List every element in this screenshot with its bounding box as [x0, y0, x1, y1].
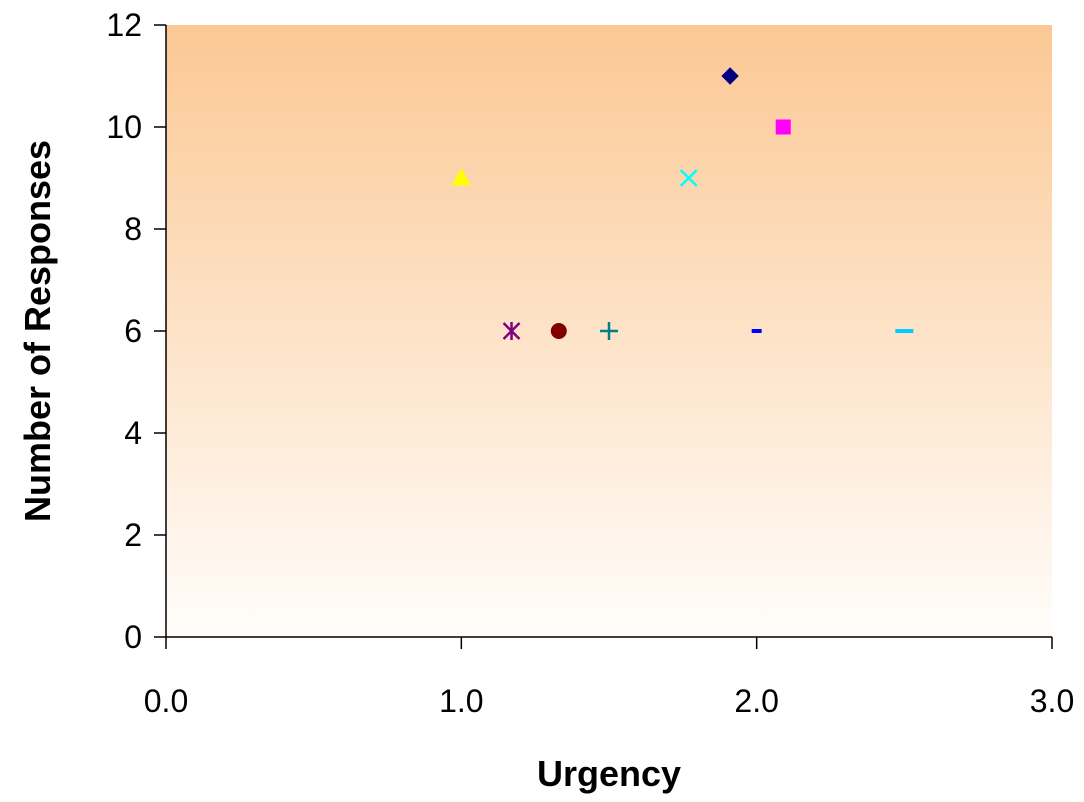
x-tick-label: 1.0: [439, 683, 483, 719]
x-tick-label: 3.0: [1030, 683, 1074, 719]
data-point-square: [775, 119, 791, 135]
y-tick-label: 12: [106, 7, 142, 43]
y-tick-label: 2: [124, 517, 142, 553]
axes: [154, 24, 1053, 649]
data-point-diamond: [721, 67, 739, 85]
y-tick-label: 0: [124, 619, 142, 655]
y-axis-title: Number of Responses: [17, 140, 58, 522]
data-points: [451, 67, 914, 340]
data-point-circle: [550, 323, 567, 339]
data-point-x: [679, 169, 698, 187]
y-tick-label: 10: [106, 109, 142, 145]
y-tick-label: 8: [124, 211, 142, 247]
data-point-triangle: [451, 167, 472, 186]
data-point-dash: [751, 329, 762, 333]
data-point-plus: [600, 322, 618, 340]
y-tick-label: 6: [124, 313, 142, 349]
y-tick-label: 4: [124, 415, 142, 451]
data-point-long-dash: [895, 329, 914, 333]
data-point-star: [502, 322, 521, 340]
x-tick-label: 2.0: [734, 683, 778, 719]
tick-labels: 0 2 4 6 8 10 12 0.0 1.0 2.0 3.0: [106, 7, 1074, 719]
x-tick-label: 0.0: [144, 683, 188, 719]
x-axis-title: Urgency: [537, 753, 681, 794]
